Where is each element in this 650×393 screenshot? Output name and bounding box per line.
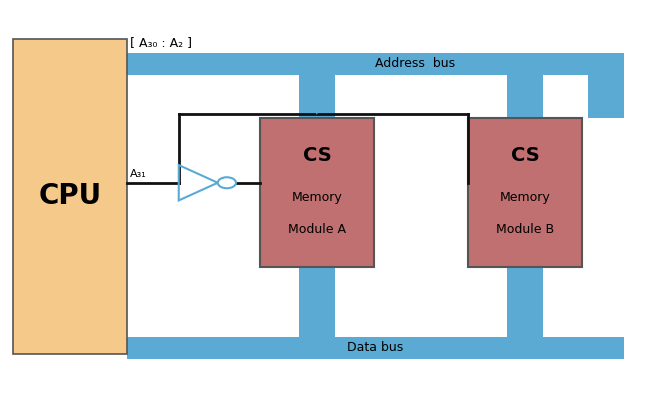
Text: CS: CS (510, 146, 540, 165)
Bar (299, 267, 335, 337)
Bar (127, 337, 624, 358)
Bar (468, 118, 582, 267)
Text: Module A: Module A (288, 223, 346, 237)
Text: [ A₃₀ : A₂ ]: [ A₃₀ : A₂ ] (130, 36, 192, 49)
Bar (13, 39, 127, 354)
Text: Memory: Memory (291, 191, 343, 204)
Text: A₃₁: A₃₁ (130, 169, 147, 179)
Text: Address  bus: Address bus (375, 57, 455, 70)
Bar (507, 267, 543, 337)
Bar (127, 53, 624, 75)
Bar (588, 75, 624, 118)
Bar (299, 75, 335, 118)
Text: Memory: Memory (499, 191, 551, 204)
Text: CPU: CPU (38, 182, 101, 211)
Text: Module B: Module B (496, 223, 554, 237)
Text: Data bus: Data bus (347, 341, 404, 354)
Bar (260, 118, 374, 267)
Bar (507, 75, 543, 118)
Text: CS: CS (302, 146, 332, 165)
